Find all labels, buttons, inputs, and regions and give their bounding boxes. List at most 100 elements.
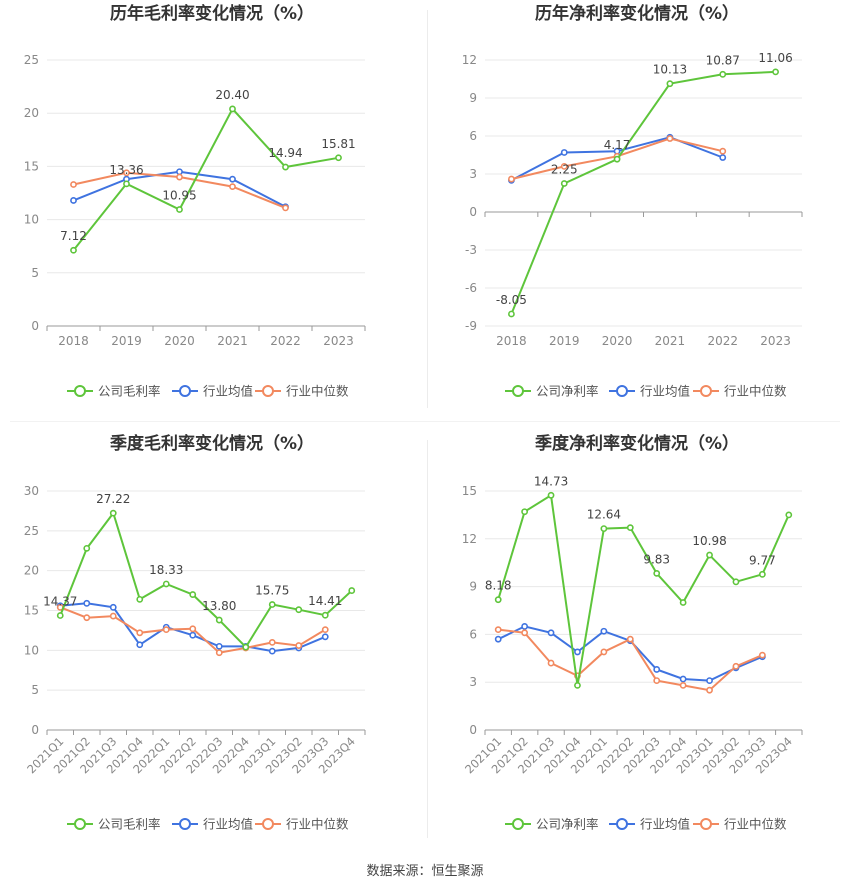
- data-point-median: [215, 649, 223, 657]
- data-point-company: [626, 524, 634, 532]
- data-point-company: [719, 70, 727, 78]
- legend-item-average[interactable]: 行业均值: [609, 817, 690, 832]
- y-tick-label: 6: [469, 627, 477, 641]
- legend-label: 公司毛利率: [98, 817, 161, 832]
- chart-title: 历年毛利率变化情况（%）: [110, 3, 314, 24]
- y-tick-label: 15: [462, 484, 477, 498]
- y-tick-label: 5: [31, 266, 39, 280]
- data-point-company: [70, 246, 77, 254]
- data-point-average: [547, 629, 555, 637]
- legend-marker-icon: [512, 385, 524, 397]
- data-point-average: [494, 635, 502, 643]
- data-source-note: 数据来源：恒生聚源: [366, 864, 484, 879]
- quarterly-gross-margin-chart: 季度毛利率变化情况（%）0510152025302021Q12021Q22021…: [24, 433, 366, 832]
- data-point-median: [123, 169, 130, 177]
- data-point-average: [719, 154, 727, 161]
- data-point-company: [600, 525, 608, 533]
- data-point-average: [268, 647, 276, 655]
- legend-marker-icon: [74, 818, 86, 830]
- chart-title: 季度净利率变化情况（%）: [535, 433, 739, 454]
- data-point-median: [732, 662, 740, 670]
- x-tick-label: 2018: [58, 334, 89, 348]
- data-point-median: [70, 181, 77, 188]
- data-label: 10.95: [162, 188, 196, 202]
- annual-net-margin-chart: 历年净利率变化情况（%） -9 -6 -3 0 3 6 9 12 2018 2019 2020 2021…: [462, 3, 803, 399]
- data-point-median: [679, 681, 687, 689]
- data-label: 20.40: [215, 88, 249, 102]
- legend-item-median[interactable]: 行业中位数: [255, 384, 349, 399]
- data-label: 14.73: [534, 474, 568, 488]
- data-point-median: [321, 626, 329, 634]
- y-tick-label: 3: [469, 167, 477, 181]
- legend-item-company[interactable]: 公司净利率: [505, 817, 599, 832]
- data-point-median: [719, 147, 727, 155]
- data-point-company: [679, 599, 687, 606]
- data-point-company: [109, 509, 117, 517]
- panel-divider-bottom: [427, 440, 428, 838]
- legend-marker-icon: [179, 818, 191, 830]
- legend-item-median[interactable]: 行业中位数: [693, 817, 787, 832]
- data-point-average: [521, 623, 529, 630]
- data-label: 14.37: [43, 595, 77, 609]
- data-point-average: [560, 149, 568, 156]
- x-tick-label: 2020: [602, 334, 633, 348]
- legend-item-average[interactable]: 行业均值: [172, 817, 253, 832]
- chart-panel-quarterly-net-margin: 季度净利率变化情况（%） 0 3 6 9 12 15 2021Q1 2021Q2 2021Q3 20…: [425, 430, 850, 860]
- legend-label: 行业均值: [640, 384, 690, 399]
- data-point-company: [574, 681, 581, 689]
- data-point-company: [666, 80, 674, 88]
- y-tick-label: 15: [24, 604, 39, 618]
- data-point-average: [83, 599, 91, 607]
- series-line-company: [497, 493, 790, 686]
- legend-item-median[interactable]: 行业中位数: [255, 817, 349, 832]
- data-label: 14.94: [268, 146, 302, 160]
- legend-item-median[interactable]: 行业中位数: [693, 384, 787, 399]
- data-point-median: [136, 629, 144, 637]
- data-point-company: [613, 155, 621, 163]
- data-point-median: [706, 686, 713, 694]
- data-label: 12.64: [587, 508, 621, 522]
- data-label: 18.33: [149, 563, 183, 577]
- legend-item-company[interactable]: 公司毛利率: [67, 384, 161, 399]
- legend-marker-icon: [262, 385, 274, 397]
- data-point-company: [772, 68, 779, 76]
- data-point-average: [176, 168, 183, 176]
- x-tick-label: 2019: [549, 334, 580, 348]
- data-label: 10.98: [692, 534, 726, 548]
- data-point-median: [547, 659, 555, 667]
- data-point-median: [189, 625, 197, 633]
- legend-label: 行业中位数: [286, 817, 349, 832]
- data-point-company: [653, 569, 661, 577]
- data-label: 15.75: [255, 584, 289, 598]
- y-tick-label: 0: [469, 723, 477, 737]
- data-point-average: [321, 633, 329, 641]
- legend-item-average[interactable]: 行业均值: [172, 384, 253, 399]
- y-tick-label: 30: [24, 484, 39, 498]
- y-tick-label: 15: [24, 159, 39, 173]
- data-point-average: [679, 675, 687, 683]
- y-tick-label: 12: [462, 53, 477, 67]
- data-point-company: [215, 616, 223, 624]
- data-point-average: [600, 627, 608, 635]
- data-point-company: [348, 587, 356, 594]
- data-point-median: [508, 175, 515, 183]
- y-tick-label: 10: [24, 643, 39, 657]
- data-point-company: [547, 491, 555, 499]
- data-point-median: [295, 642, 303, 649]
- data-point-median: [83, 614, 91, 622]
- data-label: 27.22: [96, 492, 130, 506]
- data-point-median: [229, 183, 236, 191]
- legend-label: 公司净利率: [536, 817, 599, 832]
- data-point-company: [229, 105, 236, 113]
- x-tick-label: 2023: [323, 334, 354, 348]
- legend-item-company[interactable]: 公司净利率: [505, 384, 599, 399]
- legend-item-company[interactable]: 公司毛利率: [67, 817, 161, 832]
- panel-divider-horizontal: [10, 421, 840, 422]
- legend-item-average[interactable]: 行业均值: [609, 384, 690, 399]
- data-point-median: [162, 626, 170, 634]
- data-point-median: [600, 648, 608, 656]
- data-point-company: [282, 163, 289, 171]
- data-point-median: [560, 162, 568, 170]
- y-tick-label: -3: [465, 243, 477, 257]
- y-tick-label: 0: [31, 319, 39, 333]
